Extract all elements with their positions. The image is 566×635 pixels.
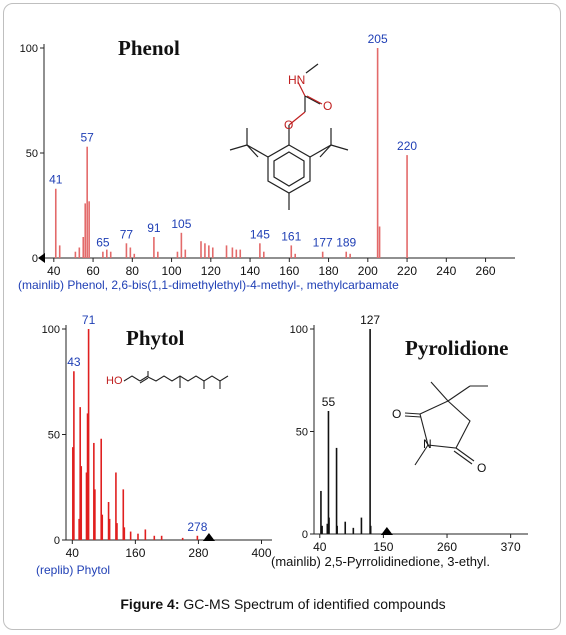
pyrolidione-peak-label-127: 127 — [360, 313, 380, 327]
phenol-peak-label-41: 41 — [49, 173, 63, 187]
phenol-peak-label-105: 105 — [171, 217, 191, 231]
pyrolidione-x-tick-label: 260 — [437, 540, 457, 554]
phenol-y-tick-label: 50 — [26, 148, 38, 160]
pyrolidione-structure-o2-label: O — [477, 461, 486, 475]
phenol-x-tick-label: 100 — [162, 264, 182, 278]
phytol-structure-drawing — [123, 371, 229, 389]
phenol-library-note: (mainlib) Phenol, 2,6-bis(1,1-dimethylet… — [18, 278, 399, 292]
phenol-y-tick-label: 0 — [32, 253, 38, 265]
phenol-peak-label-189: 189 — [336, 236, 356, 250]
phytol-x-tick-label: 400 — [251, 546, 271, 560]
phenol-cursor-marker — [38, 253, 45, 263]
phenol-y-tick-label: 100 — [20, 43, 38, 55]
phenol-x-tick-label: 80 — [126, 264, 140, 278]
phenol-x-tick-label: 260 — [476, 264, 496, 278]
phenol-peak-label-77: 77 — [120, 227, 134, 241]
phenol-peak-label-91: 91 — [147, 221, 161, 235]
phenol-peak-label-57: 57 — [80, 131, 94, 145]
pyrolidione-structure-o1-label: O — [392, 407, 401, 421]
phytol-x-tick-label: 280 — [188, 546, 208, 560]
phenol-x-tick-label: 200 — [358, 264, 378, 278]
phenol-peak-label-220: 220 — [397, 139, 417, 153]
phenol-peak-label-161: 161 — [281, 229, 301, 243]
phytol-cursor-marker — [202, 533, 215, 541]
pyrolidione-x-tick-label: 150 — [373, 540, 393, 554]
figure-frame — [3, 3, 561, 630]
pyrolidione-x-tick-label: 370 — [501, 540, 521, 554]
phytol-y-tick-label: 0 — [54, 535, 60, 547]
phenol-structure-nh-label: HN — [288, 73, 305, 87]
figure-caption-label: Figure 4: — [120, 596, 180, 612]
pyrolidione-cursor-marker — [380, 527, 393, 535]
pyrolidione-y-tick-label: 0 — [302, 529, 308, 541]
phenol-panel-title: Phenol — [118, 36, 180, 60]
pyrolidione-library-note: (mainlib) 2,5-Pyrrolidinedione, 3-ethyl. — [271, 554, 490, 569]
pyrolidione-y-tick-label: 100 — [290, 324, 308, 336]
pyrolidione-spectrum-panel: Pyrolidione (mainlib) 2,5-Pyrrolidinedio… — [271, 313, 528, 569]
phenol-x-tick-label: 240 — [436, 264, 456, 278]
phytol-panel-title: Phytol — [126, 326, 185, 350]
phenol-structure-o-ester-label: O — [284, 118, 293, 132]
phenol-x-tick-label: 160 — [279, 264, 299, 278]
pyrolidione-panel-title: Pyrolidione — [405, 336, 508, 360]
phenol-structure-o-carbonyl-label: O — [323, 99, 332, 113]
pyrolidione-y-tick-label: 50 — [296, 427, 308, 439]
phenol-x-tick-label: 180 — [319, 264, 339, 278]
phytol-y-tick-label: 50 — [48, 430, 60, 442]
pyrolidione-x-tick-label: 40 — [313, 540, 327, 554]
pyrolidione-structure-n-label: N — [423, 437, 432, 451]
phytol-y-tick-label: 100 — [42, 324, 60, 336]
phenol-structure-drawing — [229, 63, 349, 210]
phenol-peak-label-145: 145 — [250, 227, 270, 241]
figure-caption: Figure 4: GC-MS Spectrum of identified c… — [0, 596, 566, 612]
phytol-peak-label-71: 71 — [82, 313, 96, 327]
phenol-peak-label-177: 177 — [313, 236, 333, 250]
phytol-library-note: (replib) Phytol — [36, 563, 110, 577]
phytol-structure-ho-label: HO — [106, 375, 123, 387]
phenol-x-tick-label: 120 — [201, 264, 221, 278]
phenol-peak-label-205: 205 — [368, 32, 388, 46]
pyrolidione-structure-drawing — [404, 381, 488, 466]
phytol-spectrum-panel: Phytol (replib) Phytol HO 0 50 100 40 160 280… — [36, 313, 272, 577]
phenol-spectrum-panel: Phenol (mainlib) Phenol, 2,6-bis(1,1-dim… — [18, 32, 515, 292]
phenol-peak-label-65: 65 — [96, 236, 110, 250]
phenol-x-tick-label: 60 — [86, 264, 100, 278]
phytol-x-tick-label: 160 — [125, 546, 145, 560]
pyrolidione-peak-label-55: 55 — [322, 395, 336, 409]
figure-caption-text: GC-MS Spectrum of identified compounds — [183, 596, 446, 612]
phenol-x-tick-label: 140 — [240, 264, 260, 278]
phenol-x-tick-label: 40 — [47, 264, 61, 278]
phytol-x-tick-label: 40 — [66, 546, 80, 560]
phenol-x-tick-label: 220 — [397, 264, 417, 278]
phytol-peak-label-278: 278 — [187, 520, 207, 534]
phytol-peak-label-43: 43 — [67, 355, 81, 369]
